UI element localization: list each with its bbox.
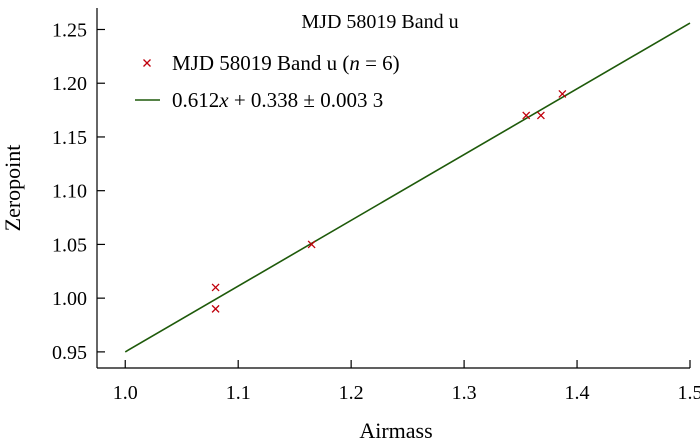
fit-layer [124, 22, 691, 353]
legend-label-fit: 0.612x + 0.338 ± 0.003 3 [172, 88, 383, 112]
fit-line [124, 22, 691, 353]
data-point [536, 111, 545, 120]
legend-marker-points [143, 59, 151, 67]
legend-label-points: MJD 58019 Band u (n = 6) [172, 51, 400, 75]
y-ticks: 0.95 1.00 1.05 1.10 1.15 1.20 1.25 [52, 19, 105, 364]
x-tick-label: 1.2 [339, 382, 364, 404]
data-point [307, 240, 316, 249]
data-point [522, 111, 531, 120]
data-point [211, 283, 220, 292]
legend: MJD 58019 Band u (n = 6) 0.612x + 0.338 … [135, 51, 400, 112]
x-tick-label: 1.4 [565, 382, 590, 404]
chart-title: MJD 58019 Band u [301, 11, 458, 33]
x-tick-label: 1.0 [113, 382, 138, 404]
x-tick-label: 1.1 [226, 382, 251, 404]
x-ticks: 1.0 1.1 1.2 1.3 1.4 1.5 [113, 360, 700, 404]
y-tick-label: 1.05 [52, 234, 87, 256]
x-axis-label: Airmass [359, 418, 432, 443]
data-point [558, 90, 567, 98]
y-axis-label: Zeropoint [0, 145, 25, 232]
y-tick-label: 1.10 [52, 181, 87, 203]
plot-frame [96, 8, 690, 369]
x-tick-label: 1.5 [678, 382, 700, 404]
y-tick-label: 1.25 [52, 19, 87, 41]
y-tick-label: 1.15 [52, 127, 87, 149]
y-tick-label: 0.95 [52, 342, 87, 364]
x-tick-label: 1.3 [452, 382, 477, 404]
points-layer [211, 90, 567, 313]
data-point [211, 304, 220, 313]
y-tick-label: 1.00 [52, 288, 87, 310]
y-tick-label: 1.20 [52, 73, 87, 95]
